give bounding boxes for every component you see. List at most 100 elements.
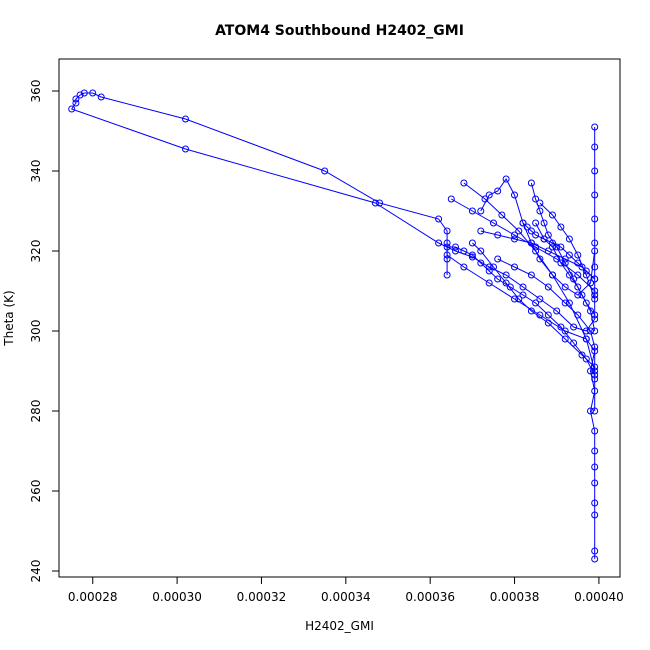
data-point (565, 235, 573, 243)
plot-frame (58, 58, 621, 578)
data-point (447, 195, 455, 203)
data-point (536, 199, 544, 207)
data-point (376, 199, 384, 207)
data-point (582, 271, 590, 279)
data-point (591, 447, 599, 455)
data-point (591, 123, 599, 131)
data-point (544, 231, 552, 239)
series-line (70, 92, 596, 559)
data-point (540, 235, 548, 243)
data-point (511, 263, 518, 271)
series-line (446, 246, 596, 376)
data-point (468, 239, 476, 247)
data-point (591, 555, 599, 563)
data-point (72, 95, 80, 103)
data-point (565, 271, 573, 279)
data-point (544, 311, 552, 319)
data-point (570, 339, 578, 347)
data-point (574, 259, 582, 267)
data-point (574, 271, 582, 279)
data-point (574, 291, 582, 299)
series-line (472, 242, 596, 368)
data-point (578, 351, 586, 359)
data-point (582, 299, 590, 307)
data-point (477, 259, 485, 267)
data-point (544, 283, 552, 291)
data-point (443, 255, 451, 263)
x-tick-label: 0.00028 (68, 590, 118, 604)
data-point (435, 215, 443, 223)
y-axis-label: Theta (K) (2, 290, 16, 346)
data-point (536, 295, 544, 303)
data-point (490, 263, 497, 271)
data-point (485, 279, 493, 287)
y-tick-label: 340 (29, 160, 43, 183)
data-point (494, 255, 502, 263)
data-point (557, 323, 565, 331)
data-point (68, 105, 76, 113)
data-point (587, 307, 594, 315)
data-point (452, 243, 459, 251)
data-point (477, 227, 485, 235)
series-6 (494, 255, 599, 415)
data-point (591, 479, 599, 487)
data-point (561, 259, 569, 267)
data-point (532, 299, 540, 307)
data-point (565, 299, 573, 307)
data-point (582, 327, 590, 335)
data-point (321, 167, 329, 175)
data-point (443, 271, 451, 279)
data-point (553, 243, 561, 251)
data-point (511, 191, 518, 199)
data-point (540, 219, 548, 227)
series-line (539, 202, 596, 300)
data-point (477, 247, 485, 255)
data-point (561, 299, 569, 307)
data-point (582, 267, 590, 275)
data-point (561, 327, 569, 335)
data-point (591, 371, 599, 379)
data-point (468, 207, 476, 215)
series-line (497, 258, 596, 411)
data-point (582, 355, 590, 363)
data-point (72, 99, 80, 107)
data-point (591, 239, 599, 247)
data-point (76, 91, 84, 99)
data-point (519, 219, 527, 227)
data-point (591, 343, 599, 351)
data-point (549, 243, 556, 251)
data-point (182, 145, 189, 153)
data-point (570, 275, 578, 283)
y-axis: 240 260 280 300 320 340 360 (29, 80, 59, 583)
chart-title: ATOM4 Southbound H2402_GMI (215, 23, 464, 39)
data-point (460, 179, 468, 187)
data-point (574, 311, 582, 319)
data-point (536, 207, 544, 215)
x-tick-label: 0.00032 (237, 590, 287, 604)
data-point (532, 231, 540, 239)
data-point (182, 115, 189, 123)
data-point (591, 275, 599, 283)
data-point (80, 89, 88, 97)
data-point (490, 219, 497, 227)
data-point (515, 295, 523, 303)
data-point (511, 295, 518, 303)
series-line (522, 222, 596, 280)
data-point (502, 175, 510, 183)
data-point (557, 259, 565, 267)
data-point (443, 227, 451, 235)
data-point (561, 255, 569, 263)
data-point (485, 263, 493, 271)
data-point (485, 267, 493, 275)
y-tick-label: 240 (29, 560, 43, 583)
y-tick-label: 360 (29, 80, 43, 103)
data-point (578, 291, 586, 299)
data-point (549, 271, 556, 279)
y-tick-label: 260 (29, 480, 43, 503)
x-tick-label: 0.00030 (152, 590, 202, 604)
data-point (97, 93, 105, 101)
data-point (519, 291, 527, 299)
series-9 (536, 199, 599, 303)
data-point (532, 247, 540, 255)
series-11 (519, 219, 599, 283)
